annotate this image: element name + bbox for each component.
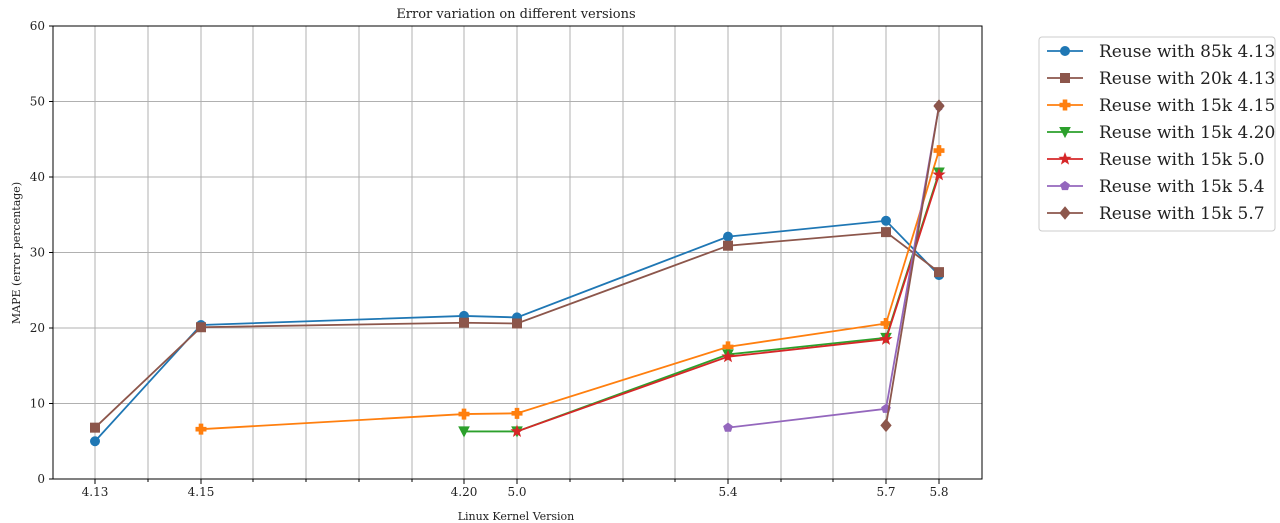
legend-marker (1060, 46, 1070, 56)
legend-label: Reuse with 15k 5.4 (1099, 177, 1265, 197)
data-point (90, 422, 100, 433)
x-tick-label: 5.4 (718, 485, 737, 499)
legend: Reuse with 85k 4.13 Reuse with 20k 4.13 Re… (1038, 36, 1276, 232)
chart-title: Error variation on different versions (396, 7, 635, 22)
series-7 (880, 99, 945, 433)
x-tick-label: 5.0 (507, 485, 526, 499)
plot-frame (52, 25, 983, 480)
x-tick-label: 4.20 (451, 485, 478, 499)
series-4 (458, 167, 945, 438)
data-point (934, 267, 944, 278)
data-point (458, 426, 470, 438)
legend-label: Reuse with 20k 4.13 (1099, 69, 1275, 89)
legend-marker (1059, 127, 1071, 139)
data-point (723, 422, 733, 432)
legend-marker (1059, 99, 1071, 111)
legend-label: Reuse with 15k 4.20 (1099, 123, 1275, 143)
data-point (195, 423, 207, 435)
legend-label: Reuse with 15k 5.0 (1099, 150, 1265, 170)
legend-marker (1060, 73, 1070, 83)
data-point (881, 227, 891, 238)
data-point (723, 240, 733, 251)
y-tick-label: 0 (37, 472, 45, 486)
legend-label: Reuse with 15k 5.7 (1099, 204, 1265, 224)
data-point (933, 99, 945, 113)
series-3 (195, 145, 945, 435)
data-point (932, 167, 946, 181)
y-tick-label: 10 (30, 397, 45, 411)
axes: 0 10 20 30 40 50 60 4.13 4.15 4.20 5.0 5.4 5.7 5.8 (30, 19, 983, 499)
legend-box (1038, 36, 1276, 232)
y-tick-label: 60 (30, 19, 45, 33)
legend-marker (1060, 180, 1070, 191)
data-point (511, 407, 523, 419)
y-tick-label: 20 (30, 321, 45, 335)
y-axis-label: MAPE (error percentage) (10, 182, 23, 324)
series-line (885, 105, 940, 426)
data-point (458, 408, 470, 420)
data-point (196, 322, 206, 333)
data-point (512, 318, 522, 329)
data-point (722, 341, 734, 353)
y-tick-label: 30 (30, 246, 45, 260)
data-point (933, 145, 945, 157)
series-line (200, 150, 940, 431)
data-point (880, 418, 892, 433)
legend-label: Reuse with 85k 4.13 (1099, 42, 1275, 62)
legend-marker (1058, 152, 1072, 165)
x-tick-label: 5.7 (876, 485, 895, 499)
series-line (464, 172, 940, 433)
x-tick-label: 4.15 (188, 485, 215, 499)
series-group (90, 99, 946, 447)
y-tick-label: 50 (30, 95, 45, 109)
legend-label: Reuse with 15k 4.15 (1099, 96, 1275, 116)
x-tick-label: 4.13 (82, 485, 109, 499)
data-point (879, 332, 893, 345)
data-point (881, 215, 891, 226)
data-point (90, 436, 100, 447)
data-point (721, 349, 735, 363)
x-axis-label: Linux Kernel Version (458, 510, 575, 523)
data-point (510, 424, 524, 438)
y-tick-label: 40 (30, 170, 45, 184)
x-tick-label: 5.8 (929, 485, 948, 499)
series-2 (90, 227, 944, 433)
data-point (459, 317, 469, 328)
legend-marker (1059, 206, 1071, 220)
data-point (723, 231, 733, 242)
